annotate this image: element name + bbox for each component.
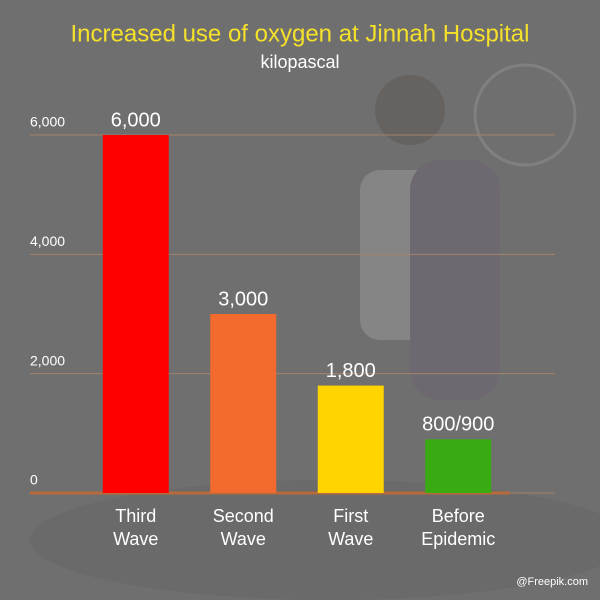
value-label: 1,800 <box>326 360 376 382</box>
person-head <box>375 75 445 145</box>
value-label: 800/900 <box>422 414 494 436</box>
value-label: 3,000 <box>218 288 268 310</box>
x-tick-label: Third Wave <box>113 506 158 549</box>
background-illustration <box>30 63 600 600</box>
floor <box>30 480 600 600</box>
chart-title: Increased use of oxygen at Jinnah Hospit… <box>71 20 530 47</box>
bar <box>102 135 169 493</box>
x-tick-label: Before Epidemic <box>421 506 495 549</box>
y-tick-label: 6,000 <box>30 114 65 130</box>
y-tick-label: 0 <box>30 472 38 488</box>
chart-subtitle: kilopascal <box>260 52 339 72</box>
credit: @Freepik.com <box>516 576 588 588</box>
x-tick-label: First Wave <box>328 506 373 549</box>
x-tick-label: Second Wave <box>213 506 274 549</box>
bar <box>210 314 277 493</box>
value-label: 6,000 <box>111 109 161 131</box>
chair <box>410 160 500 400</box>
y-tick-label: 4,000 <box>30 233 65 249</box>
bar <box>425 439 492 493</box>
y-tick-label: 2,000 <box>30 352 65 368</box>
lung-icon <box>473 63 577 167</box>
person-body <box>360 170 480 340</box>
bar <box>317 385 384 493</box>
